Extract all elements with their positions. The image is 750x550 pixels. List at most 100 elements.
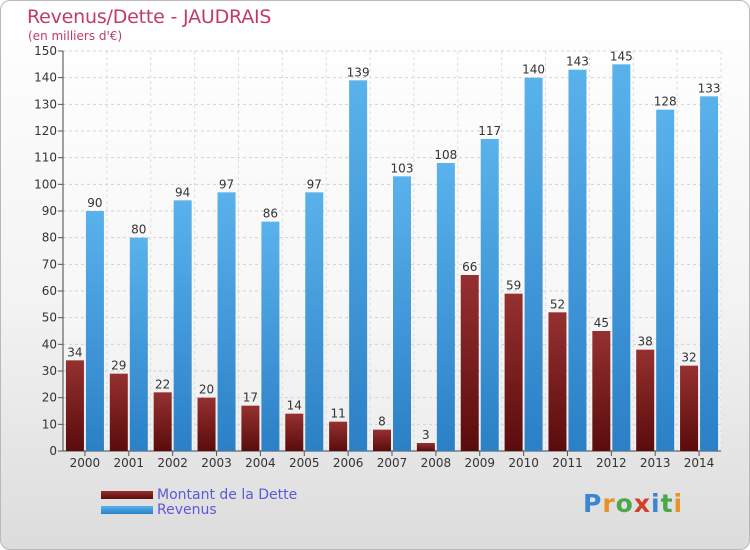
bar-revenus: [129, 237, 148, 451]
data-label-dette: 8: [378, 415, 386, 429]
legend-item-revenus: Revenus: [101, 501, 297, 518]
y-tick-label: 40: [42, 337, 57, 351]
x-tick-label: 2007: [377, 456, 408, 470]
data-label-revenus: 80: [131, 223, 146, 237]
plot-area: [63, 51, 721, 451]
data-label-dette: 66: [462, 260, 477, 274]
x-tick-label: 2006: [333, 456, 364, 470]
x-tick-label: 2009: [464, 456, 495, 470]
bar-revenus: [85, 211, 104, 451]
bar-dette: [153, 392, 172, 451]
bar-revenus: [349, 80, 368, 451]
proxiti-logo: Proxiti: [583, 489, 683, 518]
logo-letter: o: [615, 489, 634, 518]
bar-revenus: [700, 96, 719, 451]
logo-letter: r: [602, 489, 616, 518]
data-label-dette: 34: [67, 345, 82, 359]
bar-revenus: [261, 221, 280, 451]
bar-dette: [329, 421, 348, 451]
data-label-dette: 45: [594, 316, 609, 330]
x-tick-label: 2011: [552, 456, 583, 470]
bar-revenus: [524, 77, 543, 452]
data-label-dette: 11: [330, 407, 345, 421]
bar-revenus: [217, 192, 236, 452]
data-label-revenus: 108: [434, 148, 457, 162]
bar-dette: [636, 349, 655, 451]
x-tick-label: 2004: [245, 456, 276, 470]
data-label-revenus: 94: [175, 185, 190, 199]
y-tick-label: 110: [34, 151, 57, 165]
bar-dette: [592, 331, 611, 451]
bar-dette: [197, 397, 216, 451]
logo-letter: P: [583, 489, 603, 518]
bar-dette: [548, 312, 567, 451]
legend-label-dette: Montant de la Dette: [157, 486, 298, 503]
y-tick-label: 70: [42, 257, 57, 271]
bar-dette: [504, 293, 523, 451]
y-tick-label: 20: [42, 391, 57, 405]
bar-revenus: [173, 200, 192, 451]
legend-item-dette: Montant de la Dette: [101, 486, 298, 503]
data-label-revenus: 117: [478, 124, 501, 138]
bar-revenus: [393, 176, 411, 452]
legend-label-revenus: Revenus: [157, 501, 217, 518]
data-label-revenus: 103: [391, 161, 414, 175]
x-tick-label: 2000: [70, 456, 101, 470]
y-tick-label: 150: [34, 44, 57, 58]
y-tick-label: 120: [34, 124, 57, 138]
data-label-revenus: 90: [87, 196, 102, 210]
y-tick-label: 90: [42, 204, 57, 218]
bar-revenus: [305, 192, 324, 452]
x-tick-label: 2003: [201, 456, 232, 470]
chart-subtitle: (en milliers d'€): [28, 29, 123, 43]
bar-dette: [416, 443, 435, 451]
data-label-revenus: 86: [263, 207, 278, 221]
y-tick-label: 50: [42, 311, 57, 325]
data-label-dette: 59: [506, 279, 521, 293]
bar-dette: [109, 373, 128, 451]
y-tick-label: 60: [42, 284, 57, 298]
bar-dette: [680, 365, 699, 451]
data-label-revenus: 140: [522, 63, 545, 77]
bar-dette: [65, 360, 84, 451]
data-label-revenus: 133: [698, 81, 721, 95]
logo-letter: x: [633, 489, 651, 518]
x-tick-label: 2008: [421, 456, 452, 470]
data-label-revenus: 139: [347, 65, 370, 79]
y-tick-label: 140: [34, 71, 57, 85]
x-tick-label: 2005: [289, 456, 320, 470]
bar-revenus: [436, 163, 455, 451]
logo-letter: t: [660, 489, 674, 518]
data-label-revenus: 128: [654, 95, 677, 109]
x-tick-label: 2001: [114, 456, 145, 470]
bar-dette: [373, 429, 391, 451]
y-tick-label: 0: [49, 444, 57, 458]
bar-revenus: [568, 69, 587, 452]
y-tick-label: 30: [42, 364, 57, 378]
y-tick-label: 10: [42, 417, 57, 431]
data-label-dette: 20: [199, 383, 214, 397]
data-label-dette: 17: [243, 391, 258, 405]
data-label-revenus: 97: [219, 177, 234, 191]
data-label-dette: 14: [287, 399, 302, 413]
data-label-dette: 38: [638, 335, 653, 349]
x-tick-label: 2012: [596, 456, 627, 470]
data-label-revenus: 145: [610, 49, 633, 63]
bar-revenus: [612, 64, 631, 452]
y-tick-label: 100: [34, 177, 57, 191]
data-label-dette: 22: [155, 377, 170, 391]
data-label-revenus: 97: [307, 177, 322, 191]
bar-dette: [241, 405, 260, 451]
data-label-dette: 52: [550, 297, 565, 311]
logo-letter: i: [673, 489, 684, 518]
x-tick-label: 2010: [508, 456, 539, 470]
y-tick-label: 80: [42, 231, 57, 245]
bar-dette: [460, 275, 479, 451]
legend-swatch-revenus: [101, 505, 153, 514]
legend-swatch-dette: [101, 490, 153, 499]
data-label-revenus: 143: [566, 55, 589, 69]
legend: Montant de la Dette Revenus: [101, 486, 298, 518]
data-label-dette: 32: [681, 351, 696, 365]
